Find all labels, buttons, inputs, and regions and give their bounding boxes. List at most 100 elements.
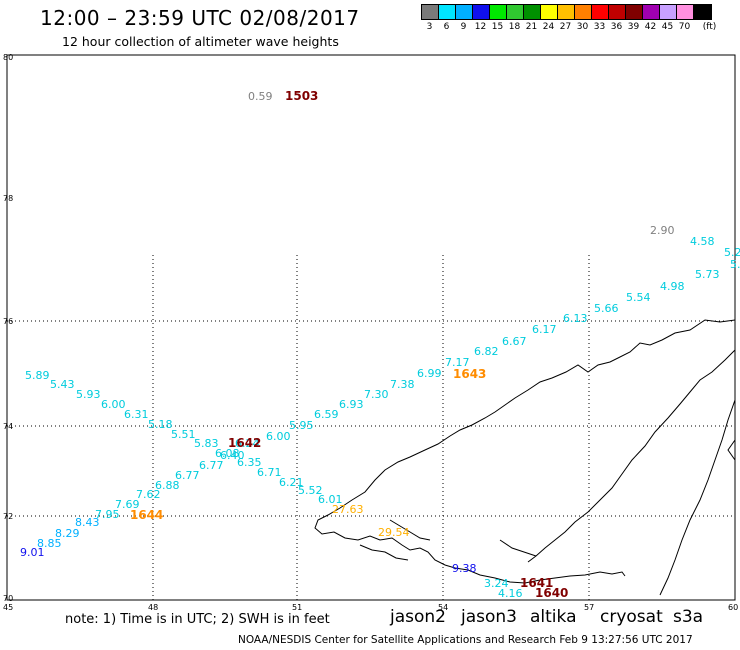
pass-1503: 0.59 1503 bbox=[248, 89, 318, 103]
lat-label-74: 74 bbox=[3, 422, 13, 431]
colorbar-label: 24 bbox=[542, 22, 555, 32]
wave-height-value: 7.17 bbox=[445, 356, 470, 369]
colorbar-swatch bbox=[677, 5, 694, 19]
colorbar-swatch bbox=[473, 5, 490, 19]
legend-cryosat: cryosat bbox=[600, 607, 663, 627]
wave-height-value: 5.18 bbox=[148, 418, 173, 431]
colorbar-swatch bbox=[541, 5, 558, 19]
pass-time-label: 1642 bbox=[228, 436, 261, 450]
colorbar-label: (ft) bbox=[702, 22, 717, 32]
colorbar-label: 3 bbox=[426, 22, 433, 32]
lon-label-45: 45 bbox=[3, 603, 13, 612]
legend-jason2: jason2 bbox=[390, 607, 446, 627]
lon-label-57: 57 bbox=[584, 603, 594, 612]
wave-height-value: 5.54 bbox=[626, 291, 651, 304]
wave-height-value: 7.38 bbox=[390, 378, 415, 391]
colorbar-swatch bbox=[439, 5, 456, 19]
pass-1642: 5.895.435.936.006.315.185.515.836.086.24… bbox=[25, 369, 364, 516]
colorbar-labels: 3 6 9 12 15 18 21 24 27 30 33 36 39 42 45 70 (ft) bbox=[0, 22, 740, 36]
wave-height-value: 8.29 bbox=[55, 527, 80, 540]
pass-time-label: 1503 bbox=[285, 89, 318, 103]
wave-height-value: 6.99 bbox=[417, 367, 442, 380]
wave-height-value: 4.98 bbox=[660, 280, 685, 293]
pass-1644: 9.018.858.298.437.957.697.626.886.776.77… bbox=[20, 378, 415, 559]
colorbar-swatch bbox=[524, 5, 541, 19]
wave-height-value: 6.08 bbox=[215, 447, 240, 460]
lon-labels: 45 48 51 54 57 60 bbox=[3, 603, 738, 612]
wave-height-value: 0.59 bbox=[248, 90, 273, 103]
pass-1640: 1640 bbox=[535, 586, 568, 600]
wave-height-value: 6.77 bbox=[199, 459, 224, 472]
colorbar-swatch bbox=[626, 5, 643, 19]
map-title: 12:00 – 23:59 UTC 02/08/2017 bbox=[40, 6, 360, 30]
map-subtitle: 12 hour collection of altimeter wave hei… bbox=[62, 34, 339, 49]
wave-height-value: 6.13 bbox=[563, 312, 588, 325]
colorbar-label: 36 bbox=[610, 22, 623, 32]
wave-height-value: 6.67 bbox=[502, 335, 527, 348]
wave-height-value: 6.24 bbox=[235, 437, 260, 450]
legend-jason3: jason3 bbox=[461, 607, 517, 627]
wave-height-value: 5.93 bbox=[76, 388, 101, 401]
colorbar-swatch bbox=[660, 5, 677, 19]
colorbar-label: 30 bbox=[576, 22, 589, 32]
pass-time-label: 1641 bbox=[520, 576, 553, 590]
colorbar-label: 42 bbox=[644, 22, 657, 32]
colorbar-swatch bbox=[609, 5, 626, 19]
wave-height-value: 6.88 bbox=[155, 479, 180, 492]
wave-height-value: 8.85 bbox=[37, 537, 62, 550]
lon-label-60: 60 bbox=[728, 603, 738, 612]
map-frame bbox=[6, 54, 736, 601]
map-gridlines bbox=[7, 255, 735, 600]
wave-height-value: 6.35 bbox=[237, 456, 262, 469]
wave-height-value: 9.01 bbox=[20, 546, 45, 559]
wave-height-colorbar bbox=[421, 4, 712, 20]
wave-height-value: 6.59 bbox=[314, 408, 339, 421]
lat-label-78: 78 bbox=[3, 194, 13, 203]
colorbar-swatch bbox=[592, 5, 609, 19]
wave-height-value: 5.95 bbox=[289, 419, 314, 432]
wave-height-value: 6.00 bbox=[101, 398, 126, 411]
legend-s3a: s3a bbox=[673, 607, 704, 627]
wave-height-value: 7.30 bbox=[364, 388, 389, 401]
colorbar-label: 12 bbox=[474, 22, 487, 32]
lat-label-70: 70 bbox=[3, 594, 13, 603]
wave-height-value: 5.2 bbox=[724, 246, 740, 259]
wave-height-value: 5.51 bbox=[171, 428, 196, 441]
colorbar-swatch bbox=[422, 5, 439, 19]
colorbar-label: 6 bbox=[443, 22, 450, 32]
legend-altika: altika bbox=[530, 607, 577, 627]
footer-note: note: 1) Time is in UTC; 2) SWH is in fe… bbox=[65, 612, 330, 627]
colorbar-swatch bbox=[558, 5, 575, 19]
colorbar-label: 15 bbox=[491, 22, 504, 32]
wave-height-value: 8.43 bbox=[75, 516, 100, 529]
wave-height-value: 4.16 bbox=[498, 587, 523, 600]
wave-height-value: 4.58 bbox=[690, 235, 715, 248]
pass-time-label: 1640 bbox=[535, 586, 568, 600]
wave-height-value: 6.40 bbox=[220, 449, 245, 462]
lat-label-80: 80 bbox=[3, 53, 13, 62]
wave-height-value: 7.62 bbox=[136, 488, 161, 501]
wave-height-value: 6.77 bbox=[175, 469, 200, 482]
wave-height-value: 5.89 bbox=[25, 369, 50, 382]
wave-height-value: 6.21 bbox=[279, 476, 304, 489]
colorbar-label: 70 bbox=[678, 22, 691, 32]
wave-height-value: 6.71 bbox=[257, 466, 282, 479]
footer-credit: NOAA/NESDIS Center for Satellite Applica… bbox=[238, 634, 693, 646]
lon-label-54: 54 bbox=[438, 603, 448, 612]
colorbar-label: 33 bbox=[593, 22, 606, 32]
wave-height-value: 5.43 bbox=[50, 378, 75, 391]
wave-height-value: 6.93 bbox=[339, 398, 364, 411]
pass-1643: 6.997.17 6.826.67 6.17 6.13 5.66 5.54 4.98 5.73… bbox=[417, 224, 740, 381]
wave-height-value: 5.73 bbox=[695, 268, 720, 281]
wave-height-value: 6.31 bbox=[124, 408, 149, 421]
colorbar-swatch bbox=[643, 5, 660, 19]
pass-time-label: 1644 bbox=[130, 508, 163, 522]
wave-height-value: 29.54 bbox=[378, 526, 410, 539]
colorbar-swatch bbox=[507, 5, 524, 19]
pass-time-label: 1643 bbox=[453, 367, 486, 381]
wave-height-value: 27.63 bbox=[332, 503, 364, 516]
wave-height-value: 6.01 bbox=[318, 493, 343, 506]
colorbar-label: 21 bbox=[525, 22, 538, 32]
